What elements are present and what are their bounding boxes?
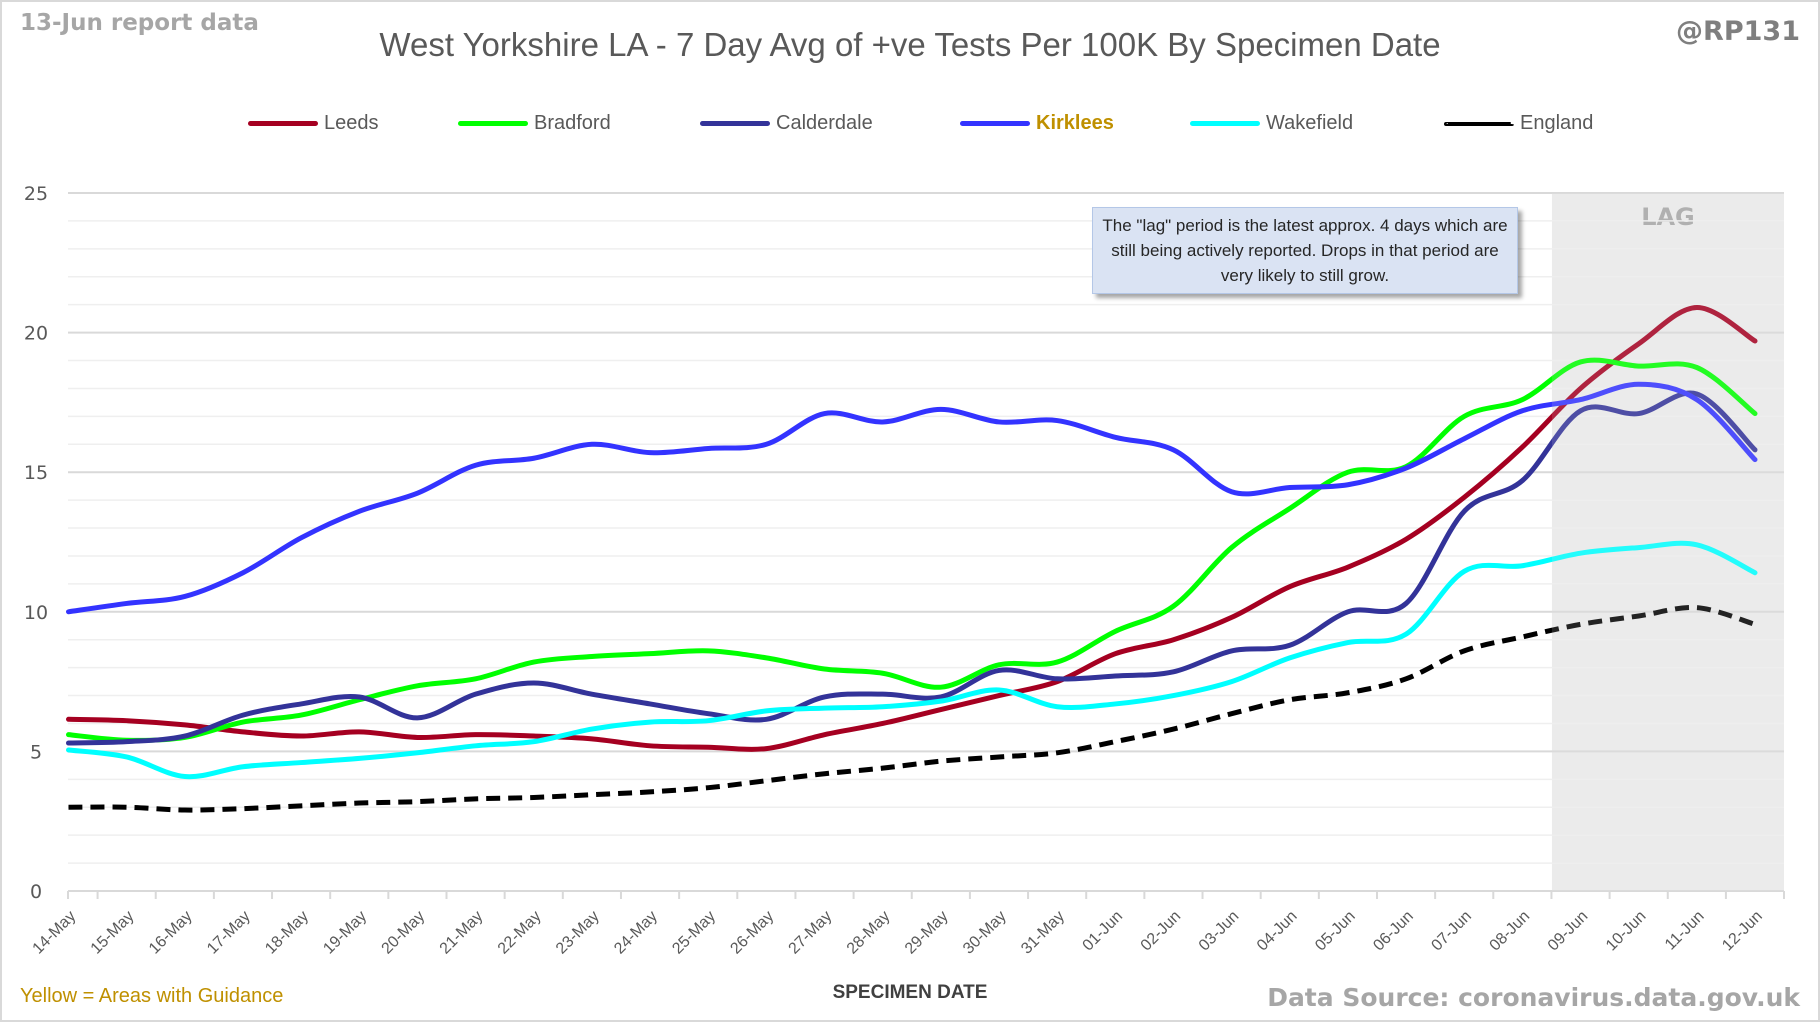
x-tick-label: 27-May <box>786 908 836 958</box>
legend-label: Kirklees <box>1036 112 1114 134</box>
x-tick-label: 06-Jun <box>1370 908 1417 955</box>
report-date-label: 13-Jun report data <box>20 10 259 36</box>
legend-swatch <box>458 121 528 126</box>
x-tick-label: 21-May <box>437 908 487 958</box>
x-tick-label: 09-Jun <box>1545 908 1592 955</box>
y-tick-label: 5 <box>30 741 42 763</box>
x-tick-label: 28-May <box>844 908 894 958</box>
legend-item-kirklees: Kirklees <box>960 112 1114 135</box>
legend-item-leeds: Leeds <box>248 112 379 135</box>
series-line-bradford <box>66 357 1758 743</box>
x-tick-label: 05-Jun <box>1312 908 1359 955</box>
y-tick-label: 15 <box>24 462 48 484</box>
series-line-calderdale <box>66 390 1758 746</box>
author-handle: @RP131 <box>1676 16 1800 47</box>
x-tick-label: 24-May <box>611 908 661 958</box>
x-tick-label: 07-Jun <box>1428 908 1475 955</box>
x-tick-label: 17-May <box>204 908 254 958</box>
lag-overlay <box>1551 193 1784 891</box>
x-tick-label: 08-Jun <box>1487 908 1534 955</box>
x-tick-label: 15-May <box>88 908 138 958</box>
x-tick-label: 25-May <box>669 908 719 958</box>
x-tick-label: 04-Jun <box>1254 908 1301 955</box>
legend-label: Wakefield <box>1266 112 1354 134</box>
x-tick-label: 12-Jun <box>1719 908 1766 955</box>
x-axis-title: SPECIMEN DATE <box>832 982 988 1003</box>
legend-item-wakefield: Wakefield <box>1190 112 1353 135</box>
series-line-wakefield <box>66 540 1758 780</box>
x-tick-label: 19-May <box>320 908 370 958</box>
lag-annotation-box: The "lag" period is the latest approx. 4… <box>1092 207 1518 294</box>
y-tick-label: 0 <box>30 881 42 903</box>
series-line-england <box>68 604 1756 813</box>
data-source-label: Data Source: coronavirus.data.gov.uk <box>1267 983 1800 1012</box>
legend-swatch <box>1444 121 1514 126</box>
legend-item-england: England <box>1444 112 1593 135</box>
y-tick-label: 10 <box>24 602 48 624</box>
x-tick-label: 14-May <box>30 908 80 958</box>
x-tick-label: 01-Jun <box>1080 908 1127 955</box>
x-tick-label: 29-May <box>902 908 952 958</box>
x-tick-label: 20-May <box>379 908 429 958</box>
x-tick-label: 22-May <box>495 908 545 958</box>
legend-item-calderdale: Calderdale <box>700 112 873 135</box>
x-tick-label: 18-May <box>262 908 312 958</box>
x-tick-label: 30-May <box>960 908 1010 958</box>
legend-label: Leeds <box>324 112 379 134</box>
y-tick-label: 25 <box>24 183 48 205</box>
series-line-kirklees <box>66 381 1758 615</box>
legend-swatch <box>1190 121 1260 126</box>
y-tick-label: 20 <box>24 323 48 345</box>
x-tick-label: 03-Jun <box>1196 908 1243 955</box>
legend-item-bradford: Bradford <box>458 112 611 135</box>
legend-label: England <box>1520 112 1594 134</box>
x-tick-label: 23-May <box>553 908 603 958</box>
chart-title: West Yorkshire LA - 7 Day Avg of +ve Tes… <box>379 26 1441 63</box>
x-tick-label: 02-Jun <box>1138 908 1185 955</box>
guidance-note: Yellow = Areas with Guidance <box>20 985 284 1007</box>
x-tick-label: 26-May <box>727 908 777 958</box>
legend-label: Calderdale <box>776 112 873 134</box>
chart-legend: Leeds Bradford Calderdale Kirklees Wakefield… <box>0 112 1820 142</box>
x-tick-label: 11-Jun <box>1662 908 1708 954</box>
legend-swatch <box>248 121 318 126</box>
x-tick-label: 10-Jun <box>1603 908 1650 955</box>
legend-swatch <box>960 121 1030 126</box>
legend-swatch <box>700 121 770 126</box>
series-line-leeds <box>66 304 1758 752</box>
x-tick-label: 31-May <box>1018 908 1068 958</box>
x-tick-label: 16-May <box>146 908 196 958</box>
lag-label: LAG <box>1641 203 1695 231</box>
legend-label: Bradford <box>534 112 611 134</box>
